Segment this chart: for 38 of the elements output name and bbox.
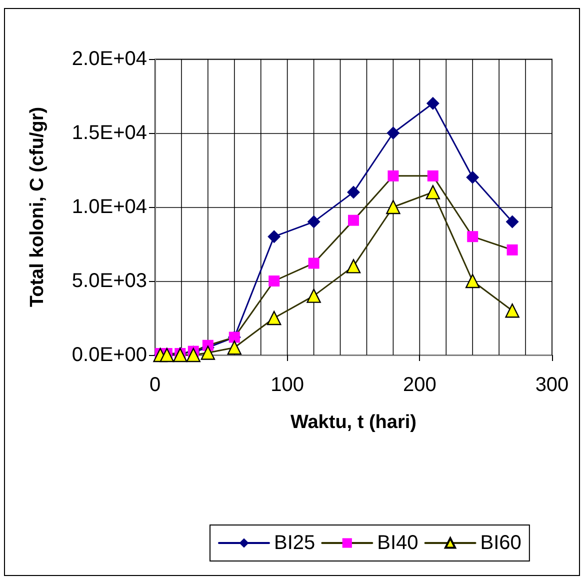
legend-label: BI25 [274,532,316,554]
point [466,170,480,184]
y-tick-label: 5.0E+03 [72,270,147,292]
y-tick-label: 0.0E+00 [72,344,147,366]
x-tick-label: 200 [402,374,436,396]
point [306,288,321,303]
point [505,304,520,318]
point [427,170,438,182]
point [346,259,361,274]
y-axis-title: Total koloni, C (cfu/gr) [27,106,48,308]
point [466,274,480,288]
point [467,231,478,242]
point [268,230,281,244]
point [388,170,399,182]
point [200,346,216,360]
point [426,96,440,110]
x-tick-label: 0 [149,374,161,396]
point [267,310,282,326]
x-tick-label: 300 [535,374,569,396]
point [506,215,519,228]
point [227,340,242,355]
legend-label: BI60 [480,532,522,554]
y-tick-label: 1.0E+04 [72,196,147,218]
legend-label: BI40 [377,532,418,554]
point [426,185,440,200]
x-axis-title: Waktu, t (hari) [290,412,416,433]
point [386,126,400,140]
point [347,186,360,199]
point [386,200,400,214]
point [506,244,518,256]
point [308,258,320,269]
y-tick-label: 1.5E+04 [72,122,147,144]
point [307,215,320,228]
point [186,348,200,362]
point [348,214,359,226]
x-tick-label: 100 [270,374,304,396]
y-tick-label: 2.0E+04 [72,48,147,70]
point [268,276,280,286]
